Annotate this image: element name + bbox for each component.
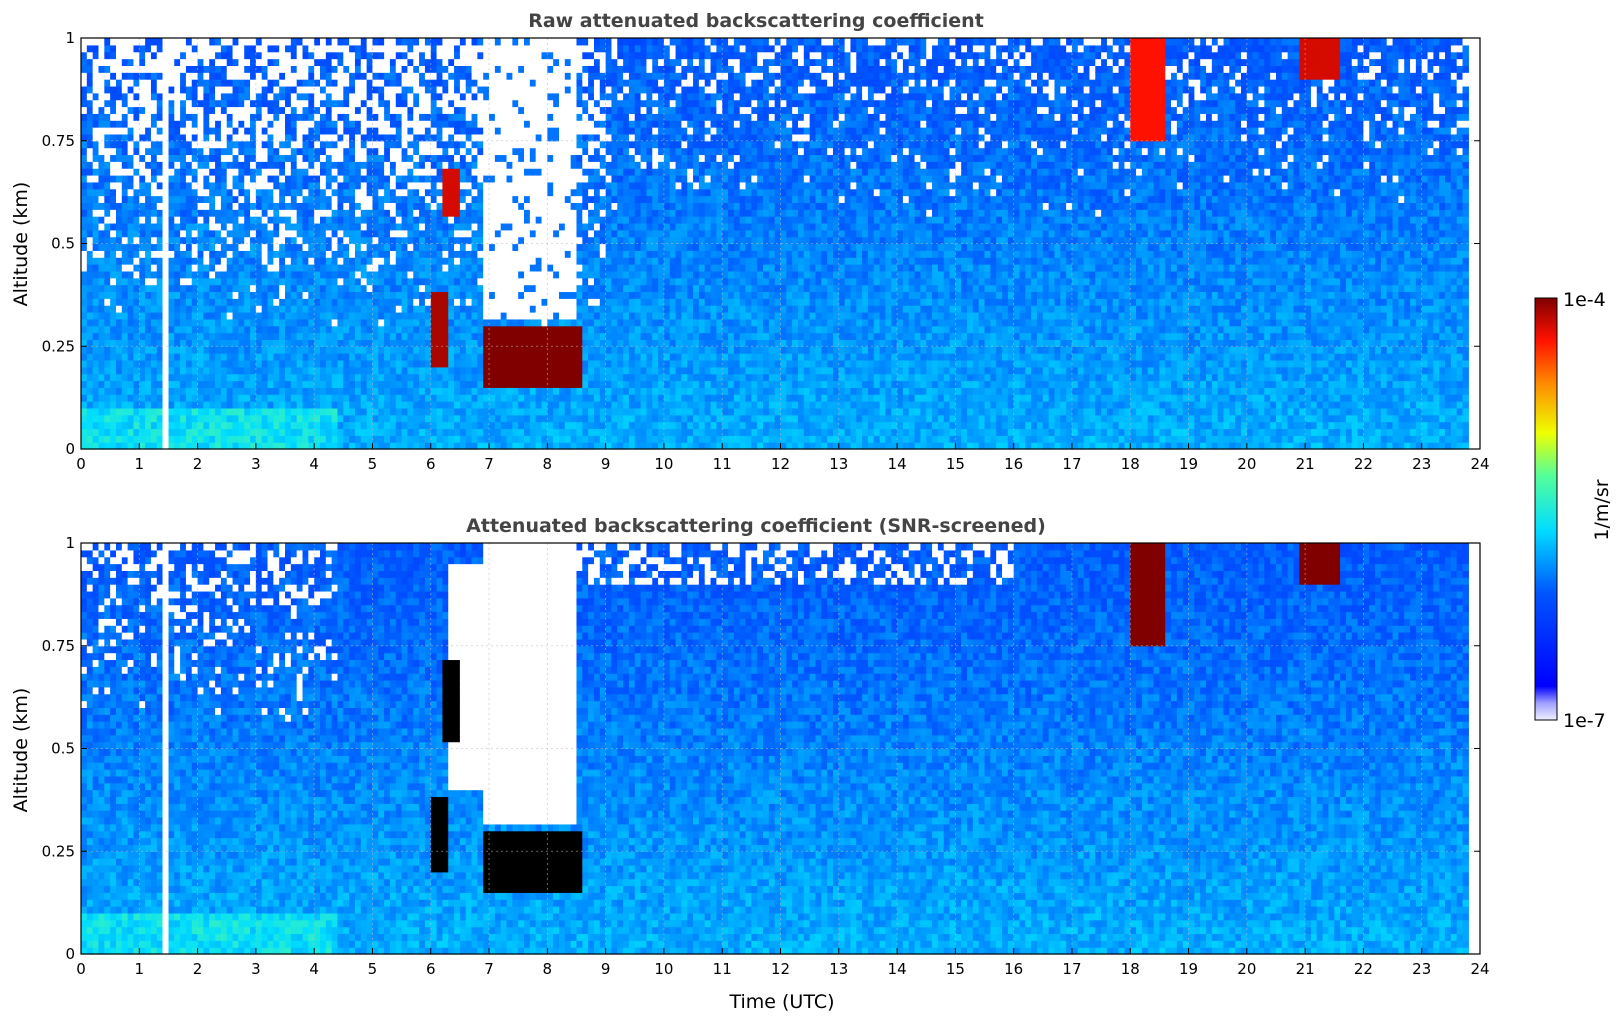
x-tick-label: 7 [484,960,494,978]
x-tick-label: 22 [1354,960,1373,978]
lidar-figure: Raw attenuated backscattering coefficien… [0,0,1621,1020]
colorbar-unit-label: 1/m/sr [1591,479,1613,540]
x-tick-label: 0 [76,455,86,473]
x-tick-label: 0 [76,960,86,978]
x-tick-label: 20 [1237,960,1256,978]
x-tick-label: 16 [1004,455,1023,473]
x-tick-label: 24 [1470,960,1489,978]
x-tick-label: 19 [1179,960,1198,978]
x-tick-label: 2 [193,455,203,473]
colorbar-max-label: 1e-4 [1563,289,1606,311]
y-tick-label: 0.5 [51,235,75,253]
x-tick-label: 15 [946,455,965,473]
x-tick-label: 13 [829,455,848,473]
x-tick-label: 8 [543,960,553,978]
chart-title-snr: Attenuated backscattering coefficient (S… [466,515,1046,537]
x-tick-label: 9 [601,960,611,978]
x-tick-label: 17 [1062,455,1081,473]
x-tick-label: 17 [1062,960,1081,978]
x-tick-label: 2 [193,960,203,978]
x-tick-label: 8 [543,455,553,473]
x-tick-label: 10 [654,455,673,473]
y-tick-label: 0.5 [51,740,75,758]
y-tick-label: 0.25 [42,842,75,860]
x-tick-label: 18 [1121,455,1140,473]
x-tick-label: 12 [771,455,790,473]
x-tick-label: 6 [426,960,436,978]
y-tick-label: 0.75 [42,637,75,655]
colorbar-min-label: 1e-7 [1563,710,1606,732]
x-tick-label: 24 [1470,455,1489,473]
x-tick-label: 5 [368,455,378,473]
x-tick-label: 16 [1004,960,1023,978]
x-tick-label: 11 [713,455,732,473]
x-tick-label: 19 [1179,455,1198,473]
x-tick-label: 9 [601,455,611,473]
panel-raw: Raw attenuated backscattering coefficien… [10,10,1490,473]
y-tick-label: 0 [65,440,75,458]
y-tick-label: 0.25 [42,337,75,355]
x-tick-label: 6 [426,455,436,473]
x-tick-label: 3 [251,960,261,978]
x-tick-label: 7 [484,455,494,473]
x-tick-label: 22 [1354,455,1373,473]
y-axis-label-snr: Altitude (km) [10,688,32,813]
x-tick-label: 11 [713,960,732,978]
x-tick-label: 14 [888,960,907,978]
x-axis-label: Time (UTC) [728,991,834,1013]
x-tick-label: 12 [771,960,790,978]
x-tick-label: 1 [135,455,145,473]
panel-snr-screened: Attenuated backscattering coefficient (S… [10,515,1490,1013]
x-tick-label: 4 [309,960,319,978]
y-tick-label: 0.75 [42,132,75,150]
x-tick-label: 21 [1296,960,1315,978]
x-tick-label: 10 [654,960,673,978]
x-tick-label: 4 [309,455,319,473]
x-tick-label: 14 [888,455,907,473]
colorbar-gradient [1535,298,1557,720]
y-axis-label-raw: Altitude (km) [10,182,32,307]
y-tick-label: 1 [65,29,75,47]
x-tick-label: 1 [135,960,145,978]
x-tick-label: 13 [829,960,848,978]
x-tick-label: 18 [1121,960,1140,978]
x-tick-label: 21 [1296,455,1315,473]
chart-title-raw: Raw attenuated backscattering coefficien… [528,10,984,32]
x-tick-label: 3 [251,455,261,473]
x-tick-label: 20 [1237,455,1256,473]
x-tick-label: 23 [1412,960,1431,978]
colorbar: 1e-4 1e-7 1/m/sr [1535,289,1613,732]
y-tick-label: 1 [65,534,75,552]
x-tick-label: 23 [1412,455,1431,473]
x-tick-label: 5 [368,960,378,978]
y-tick-label: 0 [65,945,75,963]
x-tick-label: 15 [946,960,965,978]
